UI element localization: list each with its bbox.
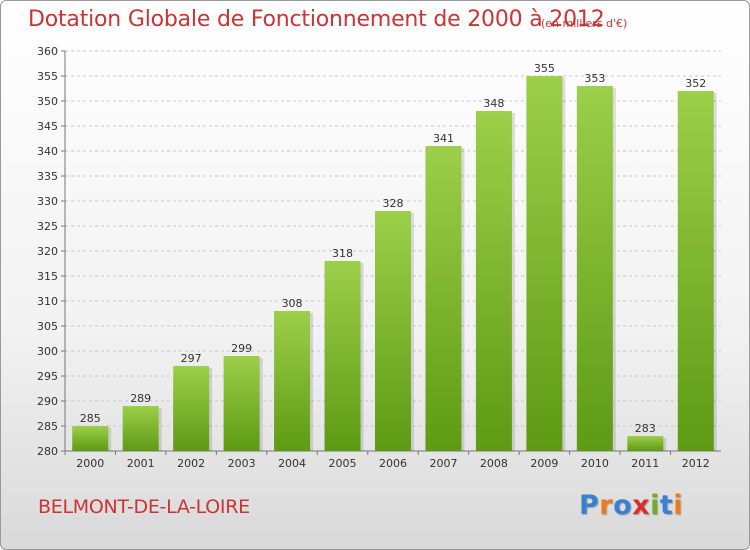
logo-letter: i [650,490,660,521]
y-tick-label: 305 [37,320,58,333]
y-tick-label: 325 [37,220,58,233]
y-tick-label: 295 [37,370,58,383]
bar-2003 [223,356,260,451]
data-label-2006: 328 [383,197,404,210]
data-label-2004: 308 [282,297,303,310]
y-tick-label: 345 [37,120,58,133]
logo-letter: t [659,490,674,521]
data-label-2007: 341 [433,132,454,145]
y-tick-label: 350 [37,95,58,108]
y-tick-label: 355 [37,70,58,83]
x-tick-label-2008: 2008 [480,457,508,470]
bar-2007 [425,146,462,451]
data-label-2012: 352 [685,77,706,90]
data-label-2008: 348 [483,97,504,110]
bar-2001 [122,406,159,451]
logo-letter: P [579,490,600,521]
bar-2000 [72,426,109,451]
y-tick-label: 285 [37,420,58,433]
logo-letter: r [599,490,614,521]
x-tick-label-2010: 2010 [581,457,609,470]
bar-2011 [627,436,664,451]
bar-2012 [677,91,714,451]
y-tick-label: 315 [37,270,58,283]
labels: 280 285 290 295 300 305 310 315 320 325 330 335 340 3… [37,45,710,470]
y-tick-label: 340 [37,145,58,158]
chart-title: Dotation Globale de Fonctionnement de 20… [28,7,605,32]
y-tick-label: 335 [37,170,58,183]
x-tick-label-2002: 2002 [177,457,205,470]
x-tick-label-2003: 2003 [228,457,256,470]
x-tick-label-2004: 2004 [278,457,306,470]
y-tick-label: 320 [37,245,58,258]
data-label-2000: 285 [80,412,101,425]
x-tick-label-2012: 2012 [682,457,710,470]
y-tick-label: 310 [37,295,58,308]
bar-2005 [324,261,361,451]
commune-name: BELMONT-DE-LA-LOIRE [38,496,250,518]
logo-letter: x [632,490,651,521]
x-tick-label-2009: 2009 [530,457,558,470]
data-label-2010: 353 [584,72,605,85]
y-tick-label: 330 [37,195,58,208]
x-tick-label-2006: 2006 [379,457,407,470]
data-label-2001: 289 [130,392,151,405]
y-tick-label: 290 [37,395,58,408]
x-tick-label-2007: 2007 [429,457,457,470]
y-tick-label: 300 [37,345,58,358]
y-tick-label: 280 [37,445,58,458]
bar-2010 [576,86,613,451]
x-tick-label-2001: 2001 [127,457,155,470]
bar-2002 [173,366,210,451]
chart-unit: (en milliers d'€) [541,17,628,30]
bar-2008 [475,111,512,451]
x-tick-label-2011: 2011 [631,457,659,470]
proxiti-logo: Proxiti [579,490,683,521]
data-label-2003: 299 [231,342,252,355]
data-label-2011: 283 [635,422,656,435]
x-tick-label-2000: 2000 [76,457,104,470]
x-tick-label-2005: 2005 [329,457,357,470]
logo-letter: o [613,490,633,521]
bar-2006 [375,211,411,451]
y-tick-label: 360 [37,45,58,58]
bar-2004 [274,311,311,451]
bar-2009 [526,76,563,451]
data-label-2005: 318 [332,247,353,260]
data-label-2009: 355 [534,62,555,75]
logo-letter: i [673,490,684,521]
bars [72,76,717,451]
data-label-2002: 297 [181,352,202,365]
